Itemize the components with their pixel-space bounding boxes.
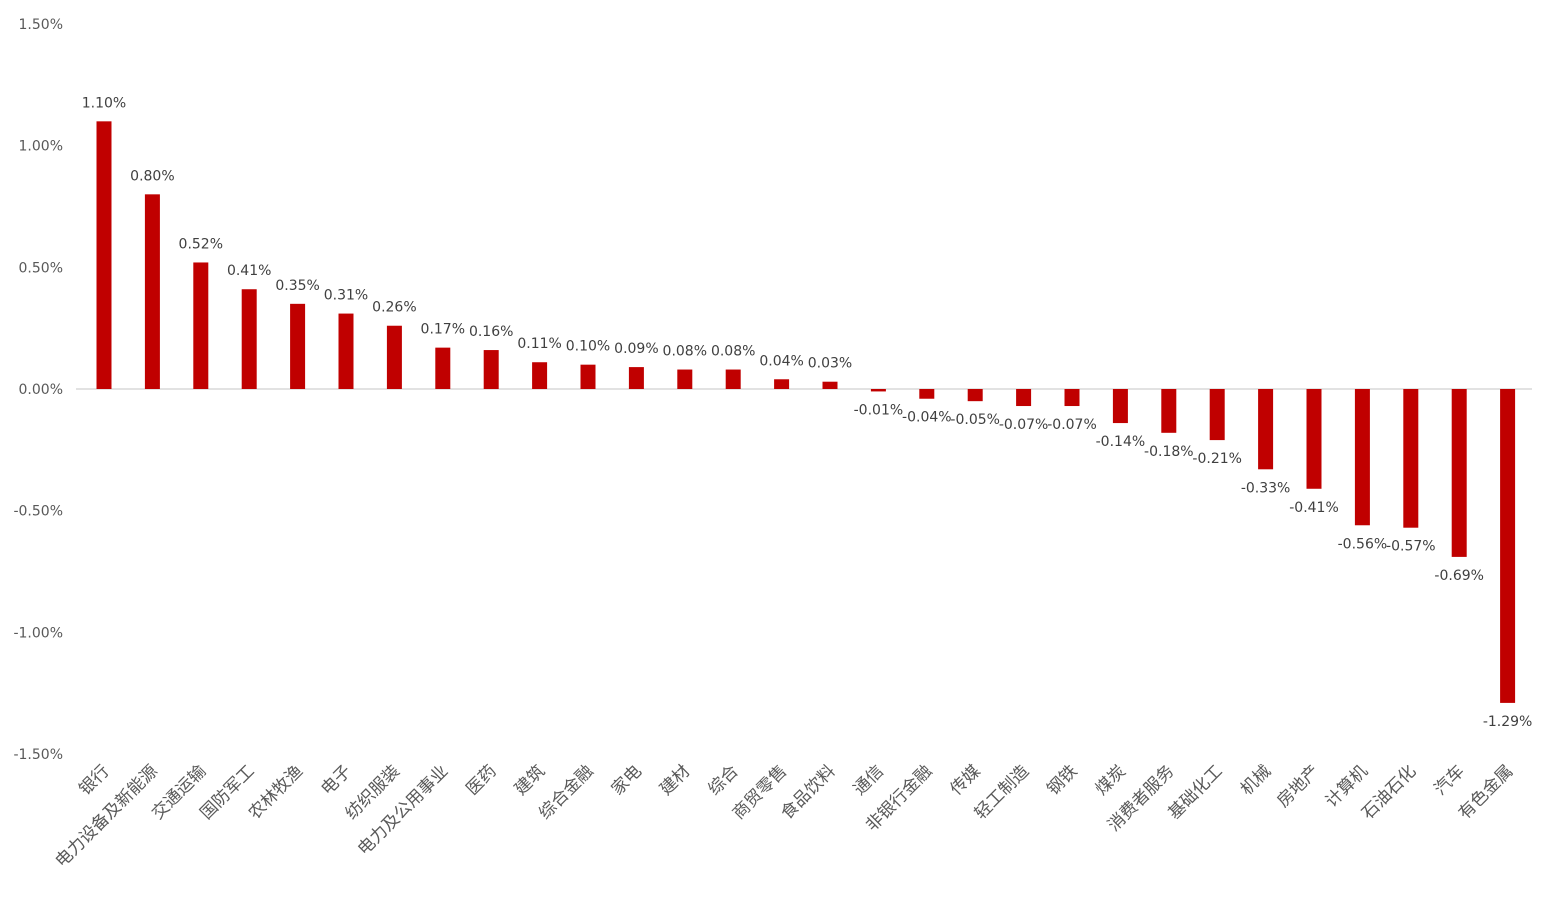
data-labels: 1.10% 0.80% 0.52%0.41%0.35% 0.31%0.26% 0.17%… [82,95,1533,730]
data-label: 0.16% [469,324,513,340]
bars [96,121,1516,703]
category-label: 房地产 [1273,761,1323,811]
bar [1500,389,1516,703]
data-label: 0.03% [808,356,852,372]
data-label: 0.08% [711,344,755,360]
category-label: 医药 [463,761,501,799]
bar [1258,389,1274,470]
bar [435,347,451,389]
data-label: 0.26% [372,300,416,316]
bar [919,389,935,399]
bar [870,389,886,392]
category-label: 轻工制造 [971,761,1033,823]
bar [1354,389,1370,526]
bar [1209,389,1225,441]
category-label: 石油石化 [1358,761,1420,823]
bar [144,194,160,389]
bar [1064,389,1080,407]
data-label: 0.35% [275,278,319,294]
bar [338,313,354,389]
data-label: 0.10% [566,339,610,355]
data-label: 0.52% [179,236,223,252]
data-label: -0.05% [950,412,1000,428]
data-label: -0.21% [1192,451,1242,467]
bar [1403,389,1419,528]
y-tick-label: -1.50% [13,747,63,763]
y-tick-label: -0.50% [13,504,63,520]
category-label: 建材 [656,761,694,799]
category-label: 传媒 [947,761,985,799]
bar [96,121,112,389]
y-tick-label: -1.00% [13,625,63,641]
category-label: 基础化工 [1165,761,1227,823]
category-label: 银行 [75,761,113,799]
bar [628,367,644,389]
bar [677,369,693,389]
bar [290,303,306,389]
bar [725,369,741,389]
data-label: -0.01% [854,402,904,418]
category-label: 综合 [705,761,743,799]
data-label: 0.17% [421,322,465,338]
data-label: -0.07% [999,417,1049,433]
data-label: -0.04% [902,410,952,426]
data-label: -0.57% [1386,539,1436,555]
bar [241,289,257,389]
data-label: 0.11% [517,336,561,352]
category-label: 通信 [850,761,888,799]
data-label: 0.80% [130,168,174,184]
bar [532,362,548,389]
category-label: 建筑 [511,761,549,799]
data-label: 0.04% [759,353,803,369]
category-label: 家电 [608,761,646,799]
category-label: 有色金属 [1455,761,1517,823]
data-label: 0.31% [324,288,368,304]
data-label: -0.18% [1144,444,1194,460]
category-label: 汽车 [1431,761,1469,799]
category-label: 机械 [1237,761,1275,799]
bar [967,389,983,402]
data-label: -0.41% [1289,500,1339,516]
y-tick-label: 0.50% [19,260,63,276]
bar [580,364,596,389]
bar [822,381,838,389]
category-label: 综合金融 [535,761,597,823]
data-label: 0.41% [227,263,271,279]
data-label: -1.29% [1483,714,1533,730]
bar [1161,389,1177,433]
y-tick-label: 1.00% [19,139,63,155]
y-axis-ticks: 1.50% 1.00% 0.50% 0.00% -0.50% -1.00% -1.50% [13,17,63,763]
data-label: 0.08% [663,344,707,360]
data-label: -0.07% [1047,417,1097,433]
data-label: -0.33% [1241,480,1291,496]
category-label: 煤炭 [1092,761,1130,799]
category-label: 电子 [317,761,355,799]
bar [386,325,402,389]
data-label: -0.56% [1338,536,1388,552]
category-label: 钢铁 [1043,761,1081,799]
bar [483,350,499,389]
data-label: -0.14% [1096,434,1146,450]
bar [1016,389,1032,407]
bar [774,379,790,389]
bar [1112,389,1128,424]
data-label: -0.69% [1434,568,1484,584]
bar [1451,389,1467,557]
category-label: 农林牧渔 [245,761,307,823]
data-label: 0.09% [614,341,658,357]
y-tick-label: 0.00% [19,382,63,398]
bar [193,262,209,389]
data-label: 1.10% [82,95,126,111]
bar [1306,389,1322,489]
category-label: 食品饮料 [777,761,839,823]
y-tick-label: 1.50% [19,17,63,33]
